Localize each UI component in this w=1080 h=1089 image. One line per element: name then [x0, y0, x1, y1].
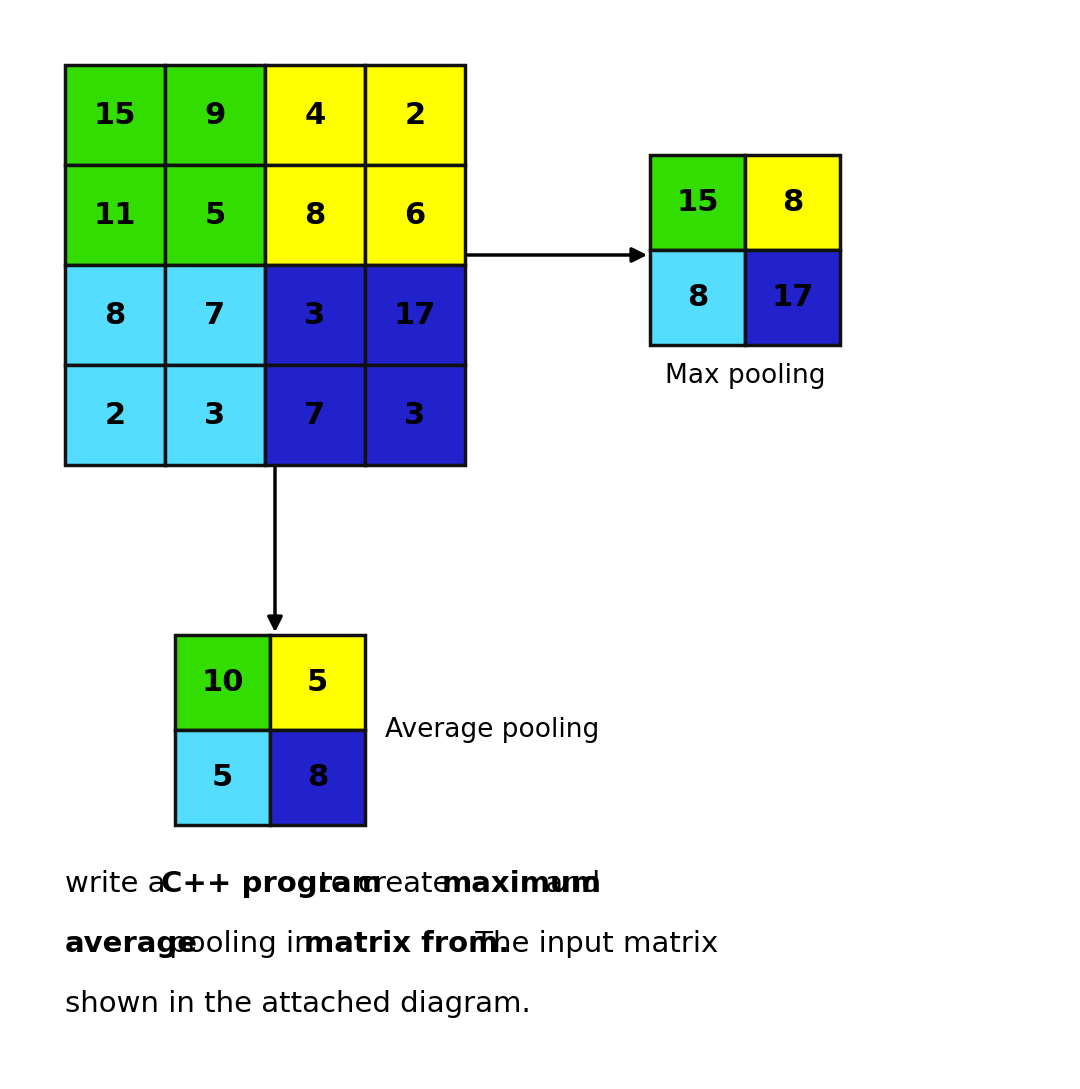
Bar	[365, 265, 465, 365]
Text: 10: 10	[201, 668, 244, 697]
Text: 8: 8	[105, 301, 125, 330]
Text: 8: 8	[305, 200, 326, 230]
Bar	[265, 365, 365, 465]
Text: C++ program: C++ program	[161, 870, 382, 898]
Text: matrix from.: matrix from.	[303, 930, 509, 958]
Bar	[165, 365, 265, 465]
Text: maximum: maximum	[442, 870, 602, 898]
Bar	[270, 730, 365, 825]
Text: pooling in: pooling in	[160, 930, 322, 958]
Text: 6: 6	[404, 200, 426, 230]
Text: 8: 8	[307, 763, 328, 792]
Text: 5: 5	[204, 200, 226, 230]
Bar	[745, 250, 840, 345]
Text: 17: 17	[771, 283, 813, 313]
Text: 15: 15	[676, 188, 719, 217]
Text: 4: 4	[305, 100, 326, 130]
Text: 3: 3	[204, 401, 226, 429]
Bar	[165, 65, 265, 166]
Text: to create: to create	[310, 870, 459, 898]
Bar	[265, 166, 365, 265]
Bar	[165, 166, 265, 265]
Bar	[365, 166, 465, 265]
Text: average: average	[65, 930, 198, 958]
Bar	[650, 250, 745, 345]
Bar	[365, 65, 465, 166]
Text: 3: 3	[404, 401, 426, 429]
Bar	[270, 635, 365, 730]
Bar	[65, 166, 165, 265]
Bar	[65, 265, 165, 365]
Text: 8: 8	[687, 283, 708, 313]
Bar	[265, 265, 365, 365]
Text: shown in the attached diagram.: shown in the attached diagram.	[65, 990, 530, 1018]
Bar	[650, 155, 745, 250]
Bar	[65, 65, 165, 166]
Text: 15: 15	[94, 100, 136, 130]
Bar	[175, 635, 270, 730]
Text: and: and	[536, 870, 600, 898]
Text: 17: 17	[394, 301, 436, 330]
Text: 2: 2	[105, 401, 125, 429]
Text: Max pooling: Max pooling	[665, 363, 825, 389]
Text: Average pooling: Average pooling	[384, 717, 599, 743]
Text: 5: 5	[212, 763, 233, 792]
Bar	[745, 155, 840, 250]
Text: 3: 3	[305, 301, 325, 330]
Bar	[65, 365, 165, 465]
Text: The input matrix: The input matrix	[465, 930, 718, 958]
Text: 7: 7	[305, 401, 325, 429]
Text: 11: 11	[94, 200, 136, 230]
Bar	[265, 65, 365, 166]
Text: 9: 9	[204, 100, 226, 130]
Bar	[165, 265, 265, 365]
Text: 7: 7	[204, 301, 226, 330]
Text: write a: write a	[65, 870, 175, 898]
Text: 2: 2	[404, 100, 426, 130]
Text: 8: 8	[782, 188, 804, 217]
Bar	[175, 730, 270, 825]
Bar	[365, 365, 465, 465]
Text: 5: 5	[307, 668, 328, 697]
